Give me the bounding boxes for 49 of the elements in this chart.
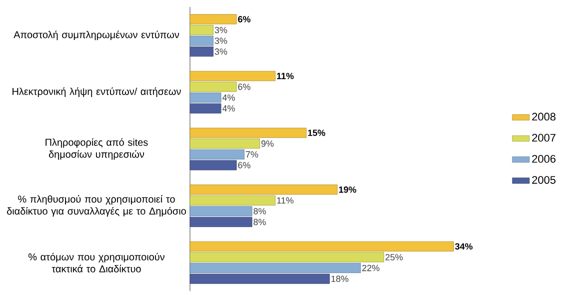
bar xyxy=(190,128,307,138)
legend-label: 2008 xyxy=(532,112,556,121)
bar xyxy=(190,24,214,36)
data-label: 6% xyxy=(238,84,250,90)
data-label: 25% xyxy=(386,254,403,260)
bar xyxy=(190,46,214,57)
data-label: 4% xyxy=(222,105,235,112)
bar xyxy=(190,184,338,195)
data-label: 6% xyxy=(238,162,250,168)
legend-label: 2007 xyxy=(532,134,556,142)
bar xyxy=(190,138,260,149)
data-label: 4% xyxy=(222,94,235,101)
bar xyxy=(190,160,237,170)
bar xyxy=(190,262,361,274)
data-label: 11% xyxy=(277,72,294,80)
bar xyxy=(190,36,214,46)
data-label: 7% xyxy=(246,151,258,158)
bar xyxy=(190,206,252,216)
data-label: 3% xyxy=(214,38,228,44)
data-label: 3% xyxy=(214,48,228,55)
data-label: 6% xyxy=(238,16,250,22)
y-tick-label: % ατόμων που χρησιμοποιούν τακτικά το Διαδίκτυο xyxy=(28,252,164,272)
bar xyxy=(190,274,330,284)
bar xyxy=(190,216,252,228)
bar xyxy=(190,195,276,206)
bar xyxy=(190,252,384,262)
data-label: 34% xyxy=(455,243,473,250)
data-label: 19% xyxy=(339,186,356,193)
bar xyxy=(190,241,454,252)
data-label: 18% xyxy=(331,276,348,282)
y-tick-label: Πληροφορίες από sites δημοσίων υπηρεσιών xyxy=(46,138,148,160)
data-label: 11% xyxy=(277,197,294,204)
data-label: 22% xyxy=(362,264,380,272)
legend-label: 2005 xyxy=(532,176,556,184)
bar xyxy=(190,149,244,160)
bar xyxy=(190,92,222,103)
bar xyxy=(190,103,222,114)
y-tick-label: % πληθυσμού που χρησιμοποιεί το διαδίκτυο για συναλλαγές με το Δημόσιο xyxy=(7,195,186,217)
data-label: 3% xyxy=(214,26,228,34)
data-label: 9% xyxy=(261,140,274,147)
y-tick-label: Ηλεκτρονική λήψη εντύπων/ αιτήσεων xyxy=(12,87,181,97)
bar xyxy=(190,14,237,24)
data-label: 8% xyxy=(254,218,266,226)
bar xyxy=(190,70,276,82)
bar xyxy=(190,82,237,92)
legend-label: 2006 xyxy=(532,154,556,163)
data-label: 15% xyxy=(308,130,326,136)
y-tick-label: Αποστολή συμπληρωμένων εντύπων xyxy=(14,30,180,40)
data-label: 8% xyxy=(254,208,266,214)
